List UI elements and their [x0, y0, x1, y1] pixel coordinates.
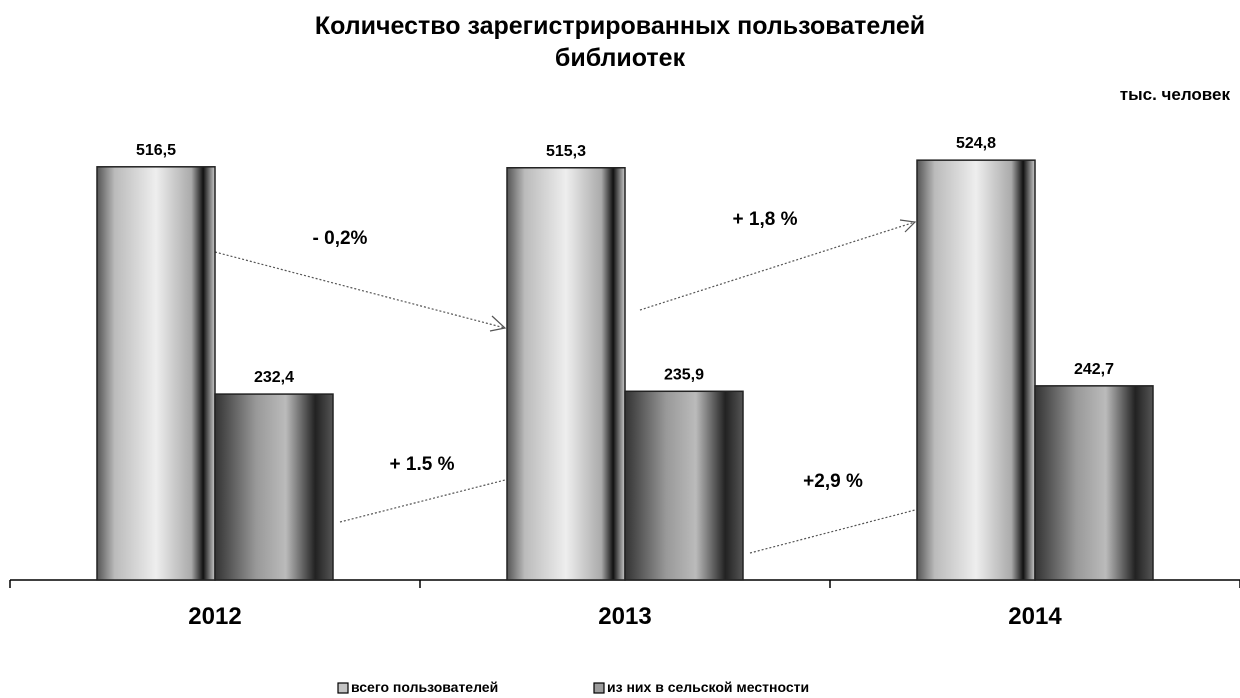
legend-swatch [337, 682, 349, 694]
unit-label: тыс. человек [1120, 85, 1231, 104]
legend-label: из них в сельской местности [607, 679, 809, 695]
arrows [214, 221, 916, 554]
annotation: + 1.5 % [390, 454, 455, 475]
annotation: - 0,2% [313, 228, 368, 249]
legend-label: всего пользователей [351, 679, 498, 695]
arrowheads [489, 219, 917, 332]
bar [214, 393, 334, 581]
bar [916, 159, 1036, 581]
annotation: +2,9 % [803, 471, 863, 492]
data-label: 515,3 [546, 143, 586, 160]
annotation: + 1,8 % [733, 209, 798, 230]
bar [506, 167, 626, 581]
x-tick-label: 2012 [188, 603, 241, 630]
bar [1034, 385, 1154, 581]
data-label: 242,7 [1074, 361, 1114, 378]
chart-title: Количество зарегистрированных пользовате… [315, 12, 925, 40]
data-label: 235,9 [664, 366, 704, 383]
bar [624, 390, 744, 581]
legend-swatch [593, 682, 605, 694]
chart-title: библиотек [555, 44, 686, 72]
data-label: 516,5 [136, 142, 176, 159]
data-label: 524,8 [956, 135, 996, 152]
bar [96, 166, 216, 581]
x-tick-label: 2013 [598, 603, 651, 630]
x-tick-label: 2014 [1008, 603, 1062, 630]
data-label: 232,4 [254, 369, 294, 386]
